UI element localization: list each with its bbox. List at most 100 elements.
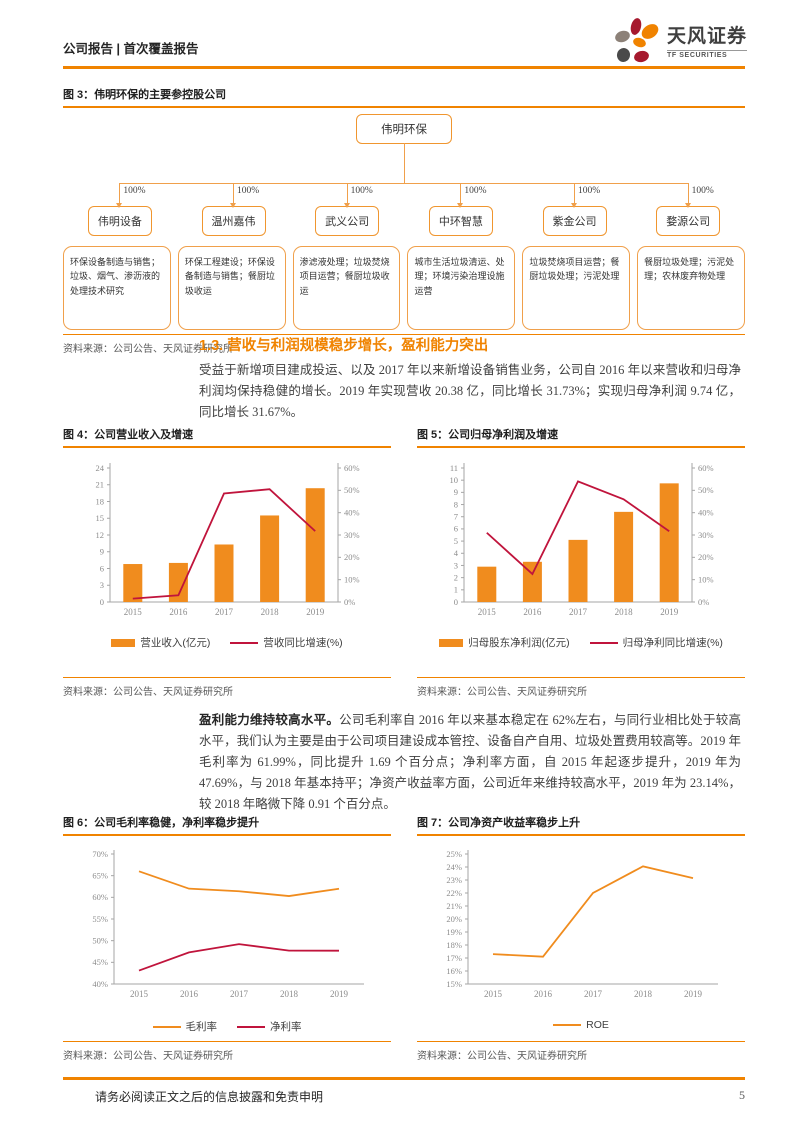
svg-text:70%: 70% — [92, 849, 108, 859]
figure5-caption: 图 5：公司归母净利润及增速 — [417, 426, 745, 448]
org-connector-stub: 100% — [684, 183, 714, 208]
svg-text:0%: 0% — [698, 597, 709, 607]
page-number: 5 — [739, 1088, 745, 1102]
figure7-source: 资料来源：公司公告、天风证券研究所 — [417, 1041, 745, 1062]
svg-text:21%: 21% — [446, 901, 462, 911]
net-profit-growth-legend: 归母股东净利润(亿元) 归母净利同比增速(%) — [417, 635, 745, 650]
figure6-block: 图 6：公司毛利率稳健，净利率稳步提升 40% 45% 50% 55% 60% 65% 70… — [63, 814, 391, 1062]
logo-flower-icon — [613, 17, 662, 68]
svg-text:2016: 2016 — [180, 989, 199, 999]
svg-text:40%: 40% — [698, 507, 714, 517]
legend-item: 毛利率 — [152, 1019, 217, 1034]
roe-trend-chart: 15% 16% 17% 18% 19% 20% 21% 22% 23% 24% 25% 2015 201… — [420, 844, 742, 1017]
figure3-caption: 图 3：伟明环保的主要参控股公司 — [63, 86, 745, 108]
svg-text:21: 21 — [96, 480, 105, 490]
svg-text:3: 3 — [454, 560, 458, 570]
svg-text:30%: 30% — [344, 530, 360, 540]
paragraph-revenue-growth: 受益于新增项目建成投运、以及 2017 年以来新增设备销售业务，公司自 2016… — [199, 363, 741, 419]
subsidiary-box: 温州嘉伟 — [201, 206, 266, 236]
org-connector-stub: 100% — [230, 183, 259, 208]
figure-row-6-7: 图 6：公司毛利率稳健，净利率稳步提升 40% 45% 50% 55% 60% 65% 70… — [63, 814, 745, 1062]
svg-text:1: 1 — [454, 585, 458, 595]
svg-text:15: 15 — [96, 513, 105, 523]
legend-label: 归母股东净利润(亿元) — [468, 637, 570, 649]
org-subsidiary-cell: 中环智慧 — [404, 206, 518, 236]
legend-item: 营业收入(亿元) — [111, 635, 210, 650]
legend-bar-swatch — [111, 638, 136, 647]
figure6-caption: 图 6：公司毛利率稳健，净利率稳步提升 — [63, 814, 391, 836]
svg-text:2019: 2019 — [330, 989, 349, 999]
svg-text:10%: 10% — [344, 574, 360, 584]
ownership-label: 100% — [350, 186, 373, 196]
svg-text:2015: 2015 — [484, 989, 503, 999]
svg-text:2016: 2016 — [534, 989, 553, 999]
org-horizontal-connector — [119, 183, 689, 184]
svg-text:15%: 15% — [446, 979, 462, 989]
subsidiary-business-box: 环保工程建设；环保设备制造与销售；餐厨垃圾收运 — [177, 246, 286, 330]
svg-text:2019: 2019 — [660, 607, 679, 617]
svg-text:17%: 17% — [446, 953, 462, 963]
legend-label: 净利率 — [270, 1021, 302, 1033]
figure4-caption: 图 4：公司营业收入及增速 — [63, 426, 391, 448]
svg-text:20%: 20% — [344, 552, 360, 562]
subsidiary-box: 武义公司 — [315, 206, 380, 236]
svg-text:2018: 2018 — [615, 607, 634, 617]
subsidiary-business-box: 餐厨垃圾处理；污泥处理；农林废弃物处理 — [637, 246, 745, 330]
svg-text:60%: 60% — [344, 463, 360, 473]
footer-divider — [63, 1077, 745, 1080]
svg-text:40%: 40% — [344, 507, 360, 517]
figure4-block: 图 4：公司营业收入及增速 0 3 6 9 12 15 18 21 24 0% 10% 20% 30% 4… — [63, 426, 391, 698]
svg-text:2015: 2015 — [124, 607, 143, 617]
subsidiary-box: 中环智慧 — [428, 206, 493, 236]
figure5-block: 图 5：公司归母净利润及增速 0 1 2 3 4 5 6 7 8 9 10 11 0% 10% 20% 30%… — [417, 426, 745, 698]
legend-label: 营业收入(亿元) — [140, 637, 211, 649]
figure7-caption: 图 7：公司净资产收益率稳步上升 — [417, 814, 745, 836]
svg-text:25%: 25% — [446, 849, 462, 859]
svg-text:60%: 60% — [92, 892, 108, 902]
ownership-label: 100% — [578, 186, 601, 196]
figure6-source: 资料来源：公司公告、天风证券研究所 — [63, 1041, 391, 1062]
org-subsidiary-cell: 武义公司 — [290, 206, 404, 236]
svg-text:50%: 50% — [698, 485, 714, 495]
svg-text:20%: 20% — [698, 552, 714, 562]
svg-text:40%: 40% — [92, 979, 108, 989]
svg-text:0: 0 — [454, 597, 458, 607]
svg-text:55%: 55% — [92, 914, 108, 924]
legend-line-swatch — [589, 641, 618, 644]
legend-item: 营收同比增速(%) — [230, 635, 343, 650]
svg-text:20%: 20% — [446, 914, 462, 924]
ownership-label: 100% — [691, 186, 714, 196]
footer: 请务必阅读正文之后的信息披露和免责申明 5 — [63, 1088, 745, 1105]
subsidiary-box: 婺源公司 — [656, 206, 721, 236]
subsidiary-business-box: 环保设备制造与销售；垃圾、烟气、渗沥液的处理技术研究 — [63, 246, 171, 330]
svg-text:0%: 0% — [344, 597, 355, 607]
svg-text:45%: 45% — [92, 957, 108, 967]
revenue-growth-legend: 营业收入(亿元) 营收同比增速(%) — [63, 635, 391, 650]
org-connector-stub: 100% — [343, 183, 373, 208]
org-subsidiary-row: 伟明设备 温州嘉伟 武义公司 中环智慧 紫金公司 婺源公司 — [63, 206, 745, 236]
svg-text:65%: 65% — [92, 870, 108, 880]
svg-text:50%: 50% — [92, 935, 108, 945]
arrow-down-icon — [343, 203, 350, 208]
margin-trend-chart: 40% 45% 50% 55% 60% 65% 70% 2015 2016 2017 2018 201… — [66, 844, 388, 1017]
svg-text:4: 4 — [454, 548, 459, 558]
svg-text:2017: 2017 — [230, 989, 249, 999]
svg-text:2015: 2015 — [130, 989, 149, 999]
org-chart: 伟明环保 伟明设备 温州嘉伟 武义公司 中环智慧 紫金公司 婺源公司 环保设备制造与销售；… — [63, 112, 745, 330]
svg-text:8: 8 — [454, 499, 458, 509]
svg-text:2019: 2019 — [684, 989, 703, 999]
svg-text:2017: 2017 — [569, 607, 588, 617]
svg-text:5: 5 — [454, 536, 458, 546]
svg-text:2017: 2017 — [584, 989, 603, 999]
svg-text:23%: 23% — [446, 875, 462, 885]
svg-text:2: 2 — [454, 572, 458, 582]
svg-text:2019: 2019 — [306, 607, 325, 617]
org-connector-stub: 100% — [116, 183, 146, 208]
figure7-block: 图 7：公司净资产收益率稳步上升 15% 16% 17% 18% 19% 20% 21% 22… — [417, 814, 745, 1062]
margin-trend-legend: 毛利率 净利率 — [63, 1019, 391, 1034]
logo-subtitle: TF SECURITIES — [666, 49, 747, 59]
arrow-down-icon — [230, 203, 236, 208]
legend-item: 净利率 — [237, 1019, 302, 1034]
org-root-box: 伟明环保 — [356, 114, 452, 144]
